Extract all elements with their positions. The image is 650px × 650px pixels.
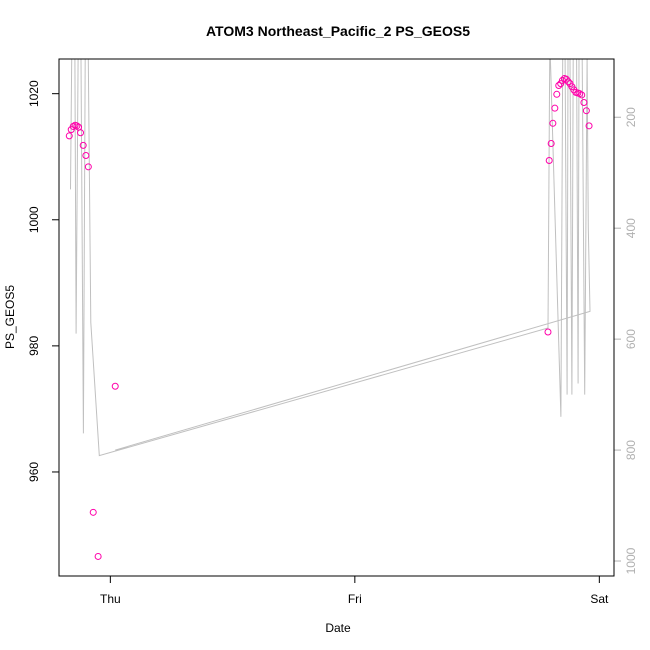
- data-point: [84, 163, 92, 171]
- x-tick-label: Fri: [348, 592, 362, 606]
- data-point: [545, 157, 553, 165]
- data-point: [77, 129, 85, 137]
- x-tick-label: Thu: [100, 592, 121, 606]
- data-point: [73, 122, 81, 130]
- chart-title: ATOM3 Northeast_Pacific_2 PS_GEOS5: [206, 23, 470, 39]
- data-point: [69, 122, 77, 130]
- x-axis-label: Date: [325, 621, 351, 635]
- y-tick-label: 1000: [27, 206, 41, 233]
- secondary-tick-label: 600: [624, 329, 638, 349]
- data-point: [576, 90, 584, 98]
- y-tick-label: 980: [27, 336, 41, 356]
- plot-frame: [58, 58, 615, 577]
- secondary-tick-label: 800: [624, 440, 638, 460]
- secondary-tick-label: 200: [624, 107, 638, 127]
- y-tick-label: 960: [27, 462, 41, 482]
- secondary-tick-label: 400: [624, 218, 638, 238]
- data-point: [551, 104, 559, 112]
- data-point: [544, 328, 552, 336]
- data-point: [582, 107, 590, 115]
- data-point: [549, 119, 557, 127]
- data-point: [65, 132, 73, 140]
- data-point: [578, 91, 586, 99]
- y-axis-label: PS_GEOS5: [3, 285, 17, 349]
- secondary-tick-label: 1000: [624, 547, 638, 574]
- data-point: [82, 151, 90, 159]
- secondary-series-polyline: [70, 58, 591, 457]
- data-point: [79, 141, 87, 149]
- data-point: [553, 90, 561, 98]
- data-point: [585, 122, 593, 130]
- data-point: [94, 552, 102, 560]
- data-points: [65, 75, 593, 560]
- data-point: [580, 99, 588, 107]
- secondary-series-line: [70, 58, 591, 457]
- x-tick-label: Sat: [590, 592, 609, 606]
- data-point: [111, 382, 119, 390]
- data-point: [547, 139, 555, 147]
- data-point: [564, 78, 572, 86]
- y-tick-label: 1020: [27, 80, 41, 107]
- data-point: [89, 508, 97, 516]
- data-point: [555, 81, 563, 89]
